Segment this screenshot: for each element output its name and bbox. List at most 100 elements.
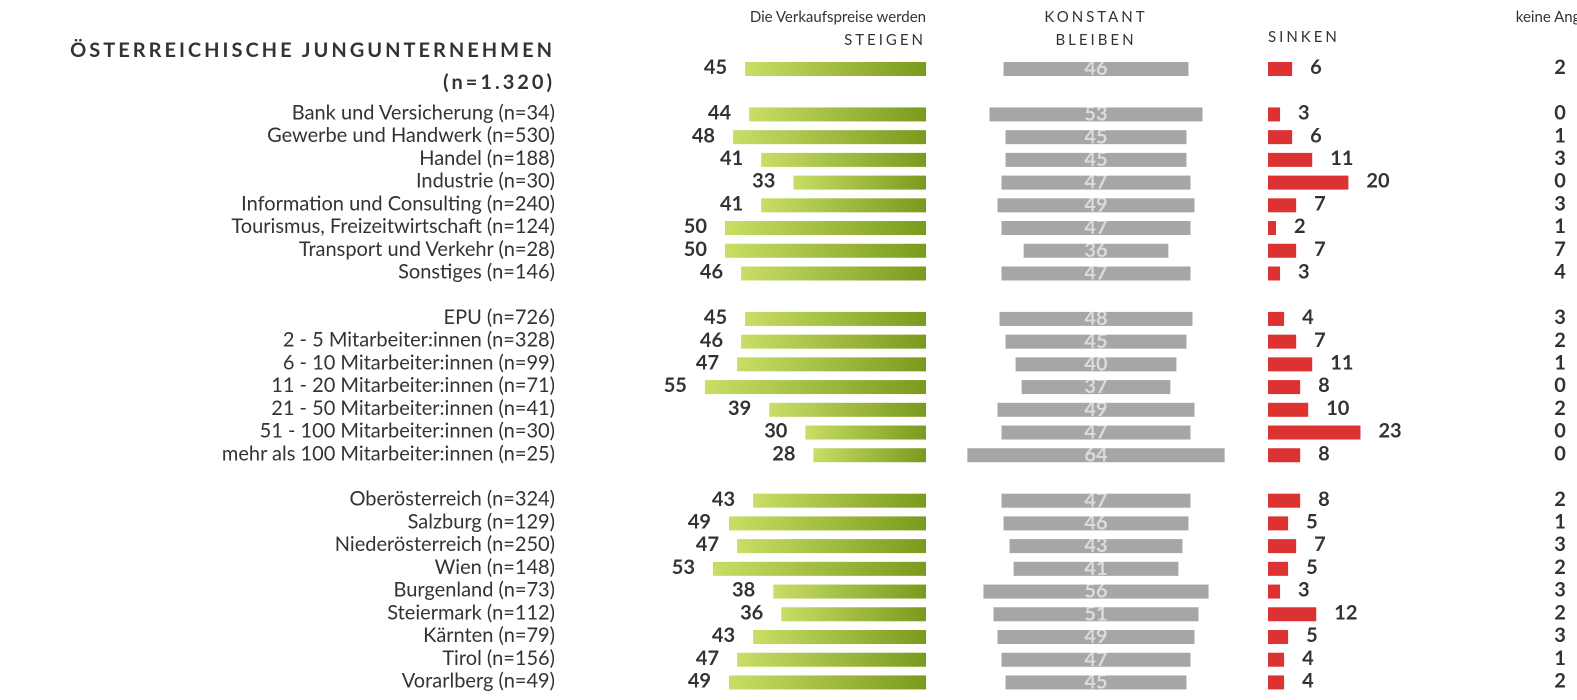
value-label: 45 bbox=[704, 55, 727, 79]
value-label: 12 bbox=[1334, 600, 1357, 624]
category-label: Wien (n=148) bbox=[435, 555, 555, 579]
bar bbox=[1003, 516, 1189, 531]
value-label: 8 bbox=[1318, 373, 1330, 397]
bar bbox=[753, 493, 926, 508]
bar bbox=[1001, 493, 1191, 508]
value-label: 45 bbox=[1084, 329, 1107, 353]
value-label: 55 bbox=[664, 373, 687, 397]
category-label: 21 - 50 Mitarbeiter:innen (n=41) bbox=[271, 396, 555, 420]
bar bbox=[793, 175, 926, 190]
value-label: 45 bbox=[1084, 124, 1107, 148]
bar bbox=[704, 380, 926, 395]
bar bbox=[745, 311, 926, 326]
value-label: 47 bbox=[1084, 215, 1107, 239]
category-label: mehr als 100 Mitarbeiter:innen (n=25) bbox=[222, 441, 555, 465]
value-label: 30 bbox=[764, 419, 788, 443]
bar bbox=[1015, 357, 1177, 372]
value-label: 3 bbox=[1554, 191, 1566, 215]
bar bbox=[1268, 675, 1285, 690]
value-label: 1 bbox=[1554, 510, 1566, 534]
bar bbox=[1268, 311, 1285, 326]
bar bbox=[725, 243, 926, 258]
value-label: 5 bbox=[1306, 510, 1318, 534]
bar bbox=[983, 584, 1209, 599]
bar bbox=[1268, 607, 1317, 622]
category-label: Industrie (n=30) bbox=[416, 169, 555, 193]
category-label: 51 - 100 Mitarbeiter:innen (n=30) bbox=[260, 419, 555, 443]
value-label: 47 bbox=[1084, 647, 1107, 671]
category-label: Tourismus, Freizeitwirtschaft (n=124) bbox=[231, 214, 555, 238]
value-label: 3 bbox=[1554, 532, 1566, 556]
bar bbox=[1003, 62, 1189, 76]
bar bbox=[1268, 243, 1297, 258]
bar bbox=[1268, 448, 1301, 463]
bar bbox=[1268, 584, 1281, 599]
value-label: 0 bbox=[1554, 373, 1566, 397]
value-label: 3 bbox=[1298, 260, 1310, 284]
bar bbox=[1001, 425, 1191, 440]
bar bbox=[1268, 561, 1289, 576]
value-label: 23 bbox=[1378, 419, 1401, 443]
value-label: 56 bbox=[1084, 579, 1107, 603]
value-label: 45 bbox=[1084, 670, 1107, 694]
bar bbox=[745, 62, 926, 76]
bar bbox=[1013, 561, 1179, 576]
value-label: 2 bbox=[1554, 396, 1566, 420]
bar bbox=[737, 652, 926, 667]
value-label: 8 bbox=[1318, 441, 1330, 465]
category-label: Bank und Versicherung (n=34) bbox=[292, 101, 555, 125]
bar bbox=[1268, 630, 1289, 644]
bar bbox=[1268, 357, 1313, 372]
category-label: Sonstiges (n=146) bbox=[398, 260, 555, 284]
bar bbox=[753, 630, 926, 644]
bar bbox=[1268, 652, 1285, 667]
value-label: 50 bbox=[684, 237, 708, 261]
value-label: 44 bbox=[708, 101, 732, 125]
bar bbox=[1268, 198, 1297, 213]
bar bbox=[1268, 425, 1361, 440]
value-label: 1 bbox=[1554, 646, 1566, 670]
bar bbox=[741, 334, 926, 349]
category-label: 2 - 5 Mitarbeiter:innen (n=328) bbox=[283, 328, 555, 352]
value-label: 46 bbox=[1084, 56, 1107, 80]
value-label: 0 bbox=[1554, 169, 1566, 193]
value-label: 46 bbox=[700, 328, 723, 352]
category-label: 11 - 20 Mitarbeiter:innen (n=71) bbox=[271, 373, 555, 397]
category-label: Niederösterreich (n=250) bbox=[335, 532, 555, 556]
bar bbox=[1268, 402, 1309, 417]
value-label: 1 bbox=[1554, 123, 1566, 147]
value-label: 6 bbox=[1310, 123, 1322, 147]
value-label: 41 bbox=[720, 146, 743, 170]
bar bbox=[1268, 62, 1293, 76]
bar bbox=[967, 448, 1225, 463]
bar bbox=[1009, 539, 1183, 554]
subtitle: Die Verkaufspreise werden bbox=[749, 8, 926, 26]
bar bbox=[1005, 130, 1187, 145]
legend-entry: KONSTANT BLEIBEN bbox=[1044, 8, 1148, 49]
bar bbox=[1268, 516, 1289, 531]
bar bbox=[1268, 107, 1281, 122]
category-note: (n=1.320) bbox=[443, 70, 555, 94]
value-label: 0 bbox=[1554, 441, 1566, 465]
value-label: 1 bbox=[1554, 214, 1566, 238]
value-label: 39 bbox=[728, 396, 751, 420]
bar bbox=[1001, 221, 1191, 236]
bar bbox=[1023, 243, 1169, 258]
value-label: 3 bbox=[1554, 146, 1566, 170]
value-label: 2 bbox=[1554, 555, 1566, 579]
value-label: 7 bbox=[1314, 191, 1326, 215]
value-label: 45 bbox=[1084, 147, 1107, 171]
bar bbox=[1268, 334, 1297, 349]
value-label: 3 bbox=[1554, 578, 1566, 602]
category-label: Gewerbe und Handwerk (n=530) bbox=[267, 123, 555, 147]
value-label: 38 bbox=[732, 578, 755, 602]
value-label: 4 bbox=[1302, 646, 1314, 670]
category-label: Handel (n=188) bbox=[419, 146, 555, 170]
value-label: 11 bbox=[1330, 146, 1353, 170]
bar bbox=[1268, 539, 1297, 554]
category-label: ÖSTERREICHISCHE JUNGUNTERNEHMEN bbox=[70, 38, 555, 62]
legend-entry: STEIGEN bbox=[844, 31, 926, 49]
value-label: 47 bbox=[1084, 170, 1107, 194]
value-label: 48 bbox=[692, 123, 715, 147]
